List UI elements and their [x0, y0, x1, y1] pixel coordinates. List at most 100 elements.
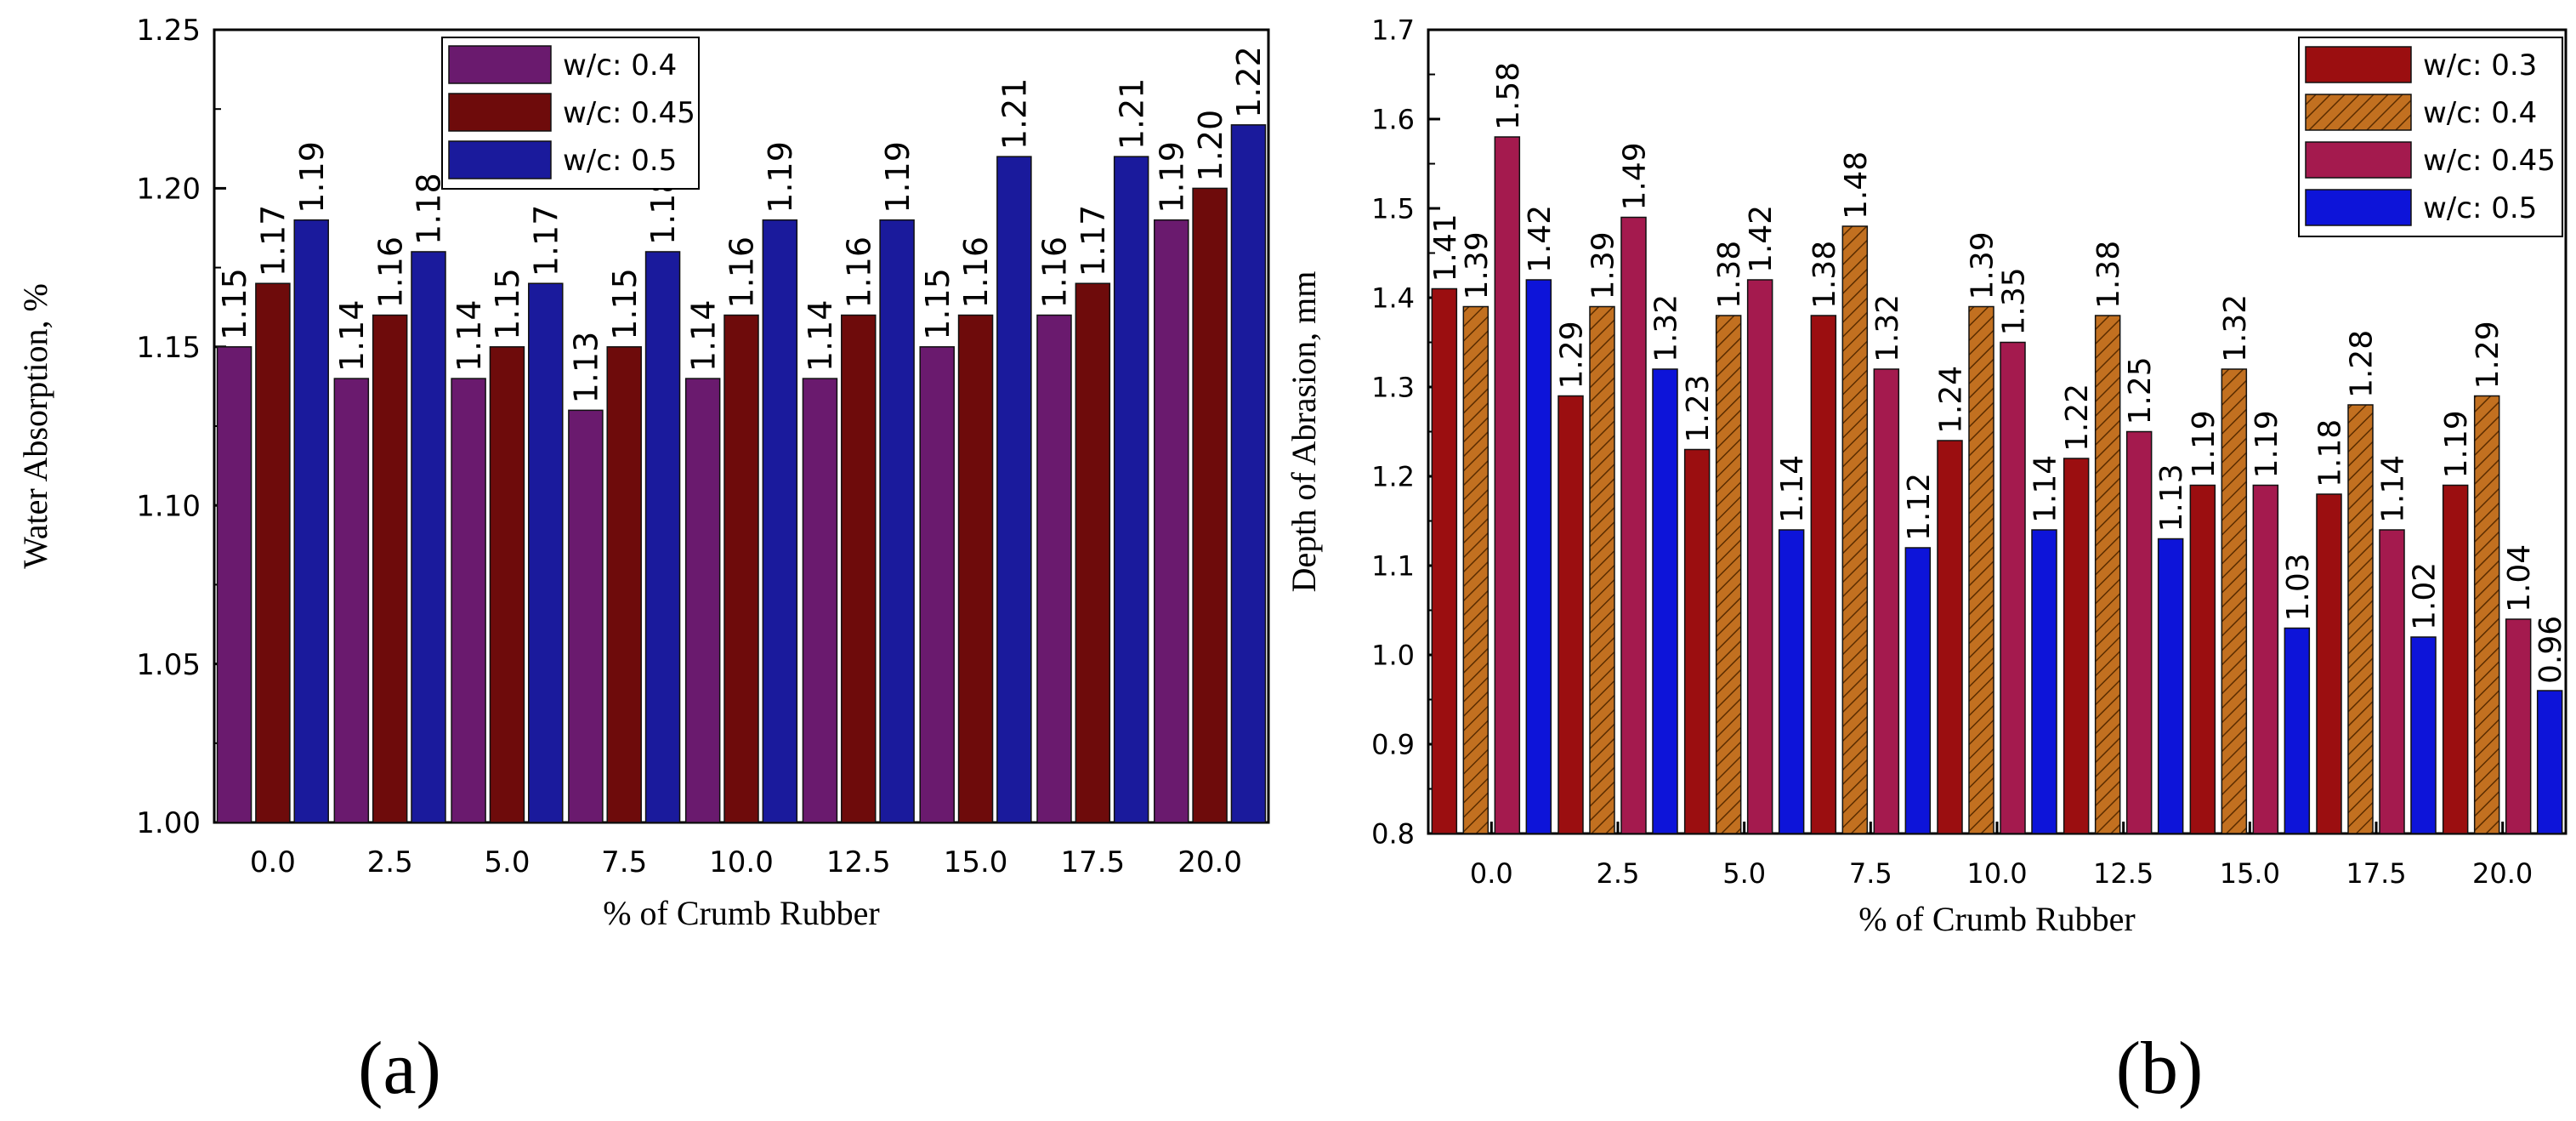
bar-value-label: 1.15: [606, 268, 644, 340]
bar: [2125, 430, 2153, 834]
bar-value-label: 1.39: [1965, 231, 2000, 299]
bar-value-label: 1.14: [333, 299, 371, 372]
x-tick-label: 7.5: [1849, 857, 1892, 890]
bar: [1778, 529, 1805, 834]
bar-value-label: 0.96: [2533, 616, 2568, 684]
bar: [2379, 529, 2405, 834]
bar-value-label: 1.04: [2502, 544, 2537, 612]
y-axis-label: Water Absorption, %: [16, 283, 54, 569]
bar-value-label: 1.19: [1153, 141, 1190, 213]
y-tick-label: 1.20: [136, 173, 201, 207]
bar: [879, 219, 915, 823]
bar: [1036, 314, 1072, 823]
bar: [1810, 315, 1837, 834]
bar: [957, 314, 994, 823]
bar-value-label: 1.19: [2250, 410, 2284, 478]
bar: [723, 314, 759, 823]
bar-value-label: 1.38: [2091, 241, 2126, 309]
bar-value-label: 1.22: [1230, 46, 1268, 118]
bar-value-label: 1.16: [1036, 236, 1074, 309]
y-tick-label: 1.6: [1371, 104, 1415, 136]
bar-value-label: 1.29: [2471, 321, 2505, 389]
x-tick-label: 7.5: [601, 845, 647, 879]
bar-value-label: 1.19: [293, 141, 331, 213]
bar-value-label: 1.12: [1902, 473, 1937, 541]
bar: [1746, 279, 1773, 834]
x-tick-label: 0.0: [250, 845, 296, 879]
bar: [644, 251, 681, 823]
bar: [1841, 225, 1869, 834]
bar-value-label: 1.17: [1075, 205, 1112, 277]
bar: [1113, 156, 1149, 823]
bar: [2284, 627, 2311, 834]
bar: [568, 409, 604, 823]
bar-value-label: 1.14: [451, 299, 488, 372]
bar: [2347, 404, 2374, 834]
bar-value-label: 1.24: [1933, 366, 1968, 434]
x-tick-label: 10.0: [1966, 857, 2027, 890]
bar-value-label: 1.49: [1617, 142, 1652, 210]
x-axis-label: % of Crumb Rubber: [603, 894, 880, 932]
bar: [2000, 341, 2026, 834]
chart-b-depth-of-abrasion: 0.8 0.9 1.0 1.1 1.2 1.3 1.4 1.5 1.6 1.7 % of Crumb…: [1285, 14, 2568, 938]
bar-value-label: 1.19: [2187, 410, 2221, 478]
x-tick-label: 2.5: [367, 845, 413, 879]
bar-value-label: 1.38: [1807, 241, 1842, 309]
legend-entry-label: w/c: 0.45: [2423, 144, 2556, 178]
y-tick-label: 1.15: [136, 331, 201, 365]
legend-swatch: [2305, 46, 2412, 83]
x-tick-label: 20.0: [1177, 845, 1242, 879]
bar: [2316, 493, 2342, 834]
bar: [2221, 368, 2248, 834]
bar-value-label: 1.28: [2344, 330, 2379, 398]
bar-value-label: 1.25: [2123, 356, 2158, 424]
legend-swatch: [2305, 141, 2412, 179]
y-tick-label: 1.2: [1371, 461, 1415, 493]
y-tick-label: 1.00: [136, 806, 201, 840]
bar: [1525, 279, 1552, 834]
x-axis-label: % of Crumb Rubber: [1858, 900, 2136, 938]
bar: [919, 346, 955, 823]
bar: [451, 378, 486, 823]
y-tick-label: 0.9: [1371, 729, 1415, 761]
x-tick-label: 20.0: [2472, 857, 2533, 890]
chart-a-water-absorption: 1.00 1.05 1.10 1.15 1.20 1.25 % of Crumb Rubbe…: [16, 14, 1270, 932]
bar-value-label: 1.15: [216, 268, 253, 340]
bar: [2094, 315, 2121, 834]
legend: w/c: 0.3 w/c: 0.4 w/c: 0.45 w/c: 0.5: [2298, 37, 2563, 237]
legend-entry-label: w/c: 0.45: [563, 96, 695, 130]
x-tick-label: 12.5: [2093, 857, 2153, 890]
x-tick-label: 12.5: [826, 845, 891, 879]
bar: [1192, 187, 1228, 823]
x-tick-label: 10.0: [709, 845, 774, 879]
bar: [2189, 484, 2216, 834]
bar-value-label: 1.03: [2281, 553, 2316, 621]
bar: [1715, 315, 1742, 834]
bar-value-label: 1.23: [1681, 374, 1716, 442]
y-tick-label: 1.7: [1371, 14, 1415, 47]
bar: [333, 378, 370, 823]
bar: [1652, 368, 1678, 834]
bar-value-label: 1.14: [2028, 455, 2063, 523]
bar-value-label: 1.42: [1523, 205, 1558, 273]
bar-value-label: 1.14: [684, 299, 722, 372]
bar-value-label: 1.14: [802, 299, 839, 372]
bar-value-label: 1.17: [527, 205, 565, 277]
bar-value-label: 1.22: [2060, 384, 2095, 452]
bar-value-label: 1.13: [2154, 464, 2189, 532]
legend-entry-label: w/c: 0.4: [2423, 96, 2537, 130]
legend-swatch: [2305, 189, 2412, 226]
y-tick-label: 1.4: [1371, 282, 1415, 315]
bar-value-label: 1.32: [2218, 294, 2253, 362]
x-tick-label: 17.5: [1060, 845, 1125, 879]
bar-value-label: 1.41: [1428, 213, 1463, 282]
bar: [762, 219, 798, 823]
x-tick-label: 17.5: [2346, 857, 2406, 890]
y-tick-label: 1.05: [136, 648, 201, 682]
bar: [1230, 124, 1267, 823]
bar: [528, 282, 564, 823]
bar: [2505, 618, 2532, 834]
bar-value-label: 1.29: [1554, 321, 1589, 389]
legend-entry-label: w/c: 0.4: [563, 48, 677, 83]
